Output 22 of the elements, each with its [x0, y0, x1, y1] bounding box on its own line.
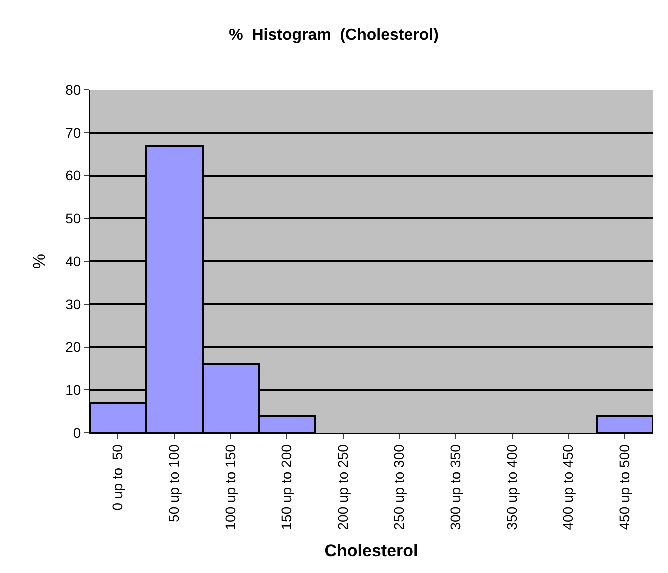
chart-title: % Histogram (Cholesterol) — [229, 26, 439, 44]
x-tick-label: 0 up to 50 — [110, 444, 126, 511]
y-tick-label: 50 — [66, 210, 82, 227]
y-tick-label: 0 — [73, 424, 82, 441]
y-tick-label: 80 — [66, 82, 82, 98]
x-tick-label: 50 up to 100 — [166, 444, 182, 522]
y-tick-label: 40 — [66, 253, 82, 270]
y-tick-label: 10 — [66, 382, 82, 398]
y-tick-label: 60 — [66, 168, 82, 184]
y-tick-label: 70 — [66, 124, 82, 141]
y-axis-title: % — [30, 254, 50, 270]
x-tick-label: 450 up to 500 — [616, 444, 632, 530]
x-tick-label: 350 up to 400 — [504, 444, 520, 530]
x-axis-title: Cholesterol — [324, 542, 418, 561]
x-tick-label: 100 up to 150 — [222, 444, 238, 530]
x-tick-label: 150 up to 200 — [278, 444, 295, 530]
x-tick-label: 400 up to 450 — [560, 444, 576, 530]
y-tick-label: 30 — [66, 296, 82, 312]
x-tick-label: 300 up to 350 — [448, 444, 464, 530]
y-tick-label: 20 — [66, 339, 82, 356]
x-tick-label: 200 up to 250 — [334, 444, 351, 530]
x-tick-label: 250 up to 300 — [391, 444, 408, 530]
